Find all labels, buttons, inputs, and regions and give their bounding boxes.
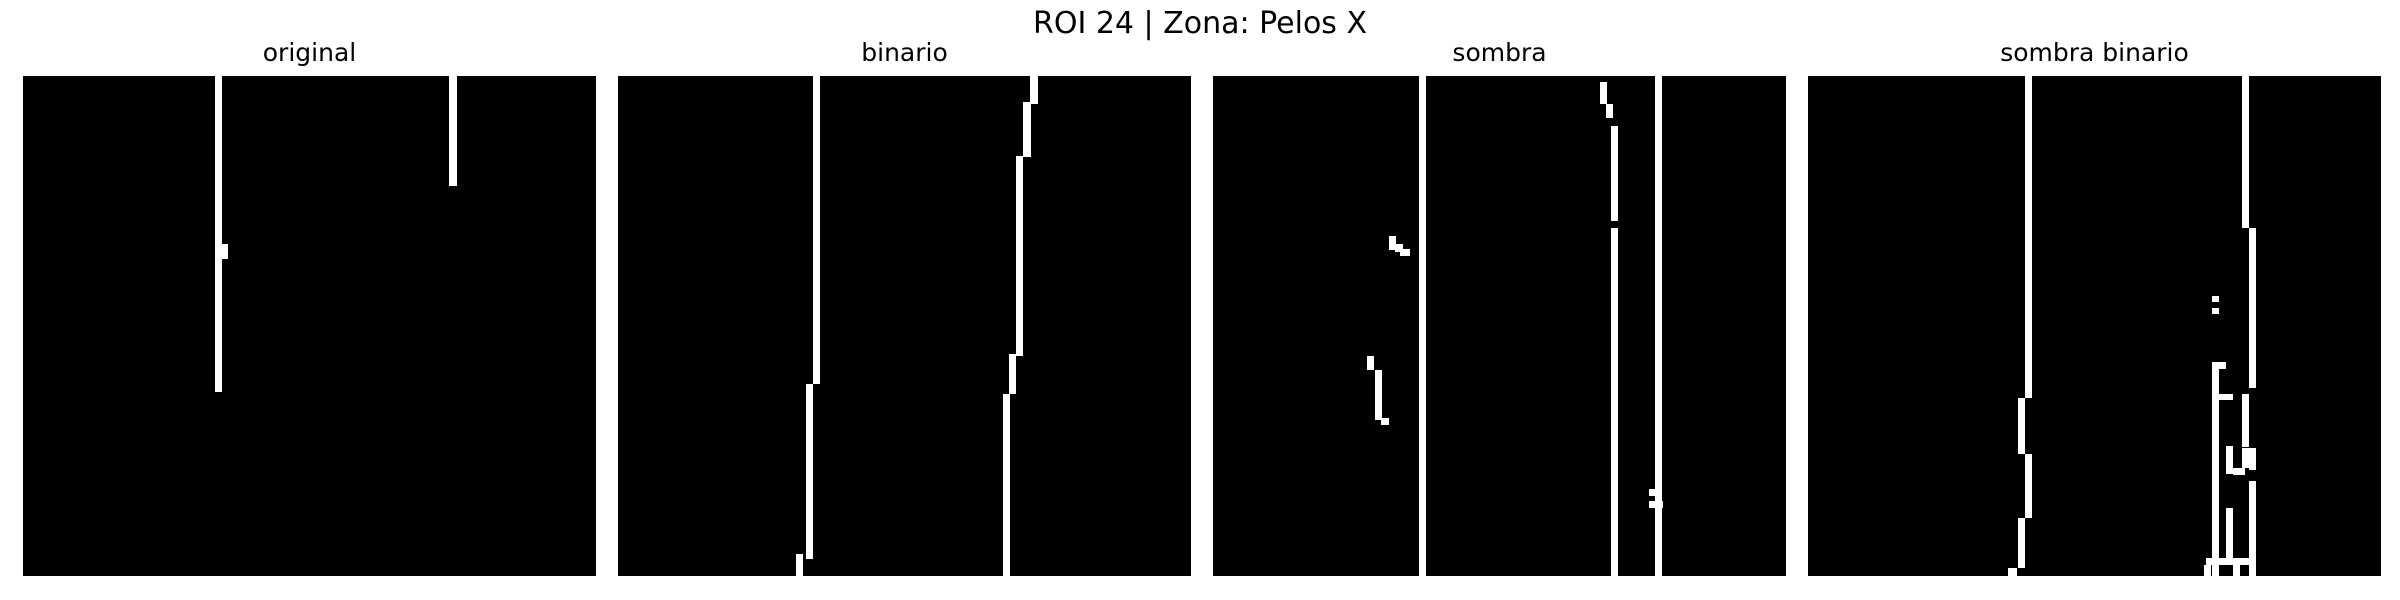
pixel-line (2226, 446, 2233, 474)
pixel-line (1606, 104, 1613, 118)
pixel-line (2212, 296, 2219, 302)
pixel-line (2242, 448, 2249, 468)
pixel-line (2018, 518, 2025, 568)
image-panel-sombra (1213, 76, 1786, 576)
pixel-line (813, 76, 820, 384)
pixel-line (2204, 565, 2211, 576)
pixel-line (2212, 308, 2219, 314)
pixel-line (2242, 76, 2249, 228)
pixel-line (2018, 398, 2025, 454)
image-panel-binario (618, 76, 1191, 576)
pixel-line (1395, 244, 1403, 252)
pixel-line (2025, 454, 2032, 518)
pixel-line (1023, 102, 1031, 157)
pixel-line (2233, 565, 2240, 576)
pixel-line (2242, 394, 2249, 447)
pixel-line (1611, 126, 1618, 221)
pixel-line (1381, 418, 1389, 425)
image-sombra (1367, 76, 1663, 576)
pixel-line (806, 384, 813, 559)
pixel-line (796, 554, 803, 576)
pixel-line (1016, 156, 1023, 356)
pixel-line (1649, 489, 1656, 496)
pixel-line (2212, 362, 2219, 576)
panel-title-sombra-binario: sombra binario (2000, 38, 2189, 67)
pixel-line (2249, 228, 2256, 388)
pixel-line (1400, 249, 1410, 256)
image-sombra-binario (2008, 76, 2256, 576)
pixel-line (2233, 468, 2245, 475)
pixel-line (2219, 394, 2233, 400)
pixel-line (215, 259, 222, 392)
pixel-line (2206, 558, 2250, 565)
pixel-line (215, 76, 222, 244)
pixel-line (2249, 448, 2256, 470)
figure-title: ROI 24 | Zona: Pelos X (1032, 6, 1368, 41)
pixel-line (2249, 481, 2256, 576)
panel-title-sombra: sombra (1452, 38, 1547, 67)
image-original (215, 76, 457, 392)
image-panel-sombra-binario (1808, 76, 2381, 576)
image-panel-original (23, 76, 596, 576)
pixel-line (1030, 76, 1038, 104)
pixel-line (1611, 228, 1618, 576)
pixel-line (1649, 501, 1663, 508)
pixel-line (1419, 76, 1426, 576)
pixel-line (1375, 370, 1382, 420)
pixel-line (2226, 508, 2233, 558)
pixel-line (2008, 568, 2017, 576)
panel-title-binario: binario (861, 38, 948, 67)
panel-title-original: original (262, 38, 357, 67)
pixel-line (215, 244, 228, 259)
pixel-line (1009, 354, 1016, 394)
pixel-line (1600, 82, 1607, 104)
pixel-line (1003, 394, 1010, 576)
pixel-line (1367, 356, 1374, 370)
pixel-line (1389, 236, 1396, 250)
pixel-line (1655, 76, 1662, 576)
pixel-line (2025, 76, 2032, 398)
image-binario (796, 76, 1038, 576)
pixel-line (449, 76, 457, 186)
